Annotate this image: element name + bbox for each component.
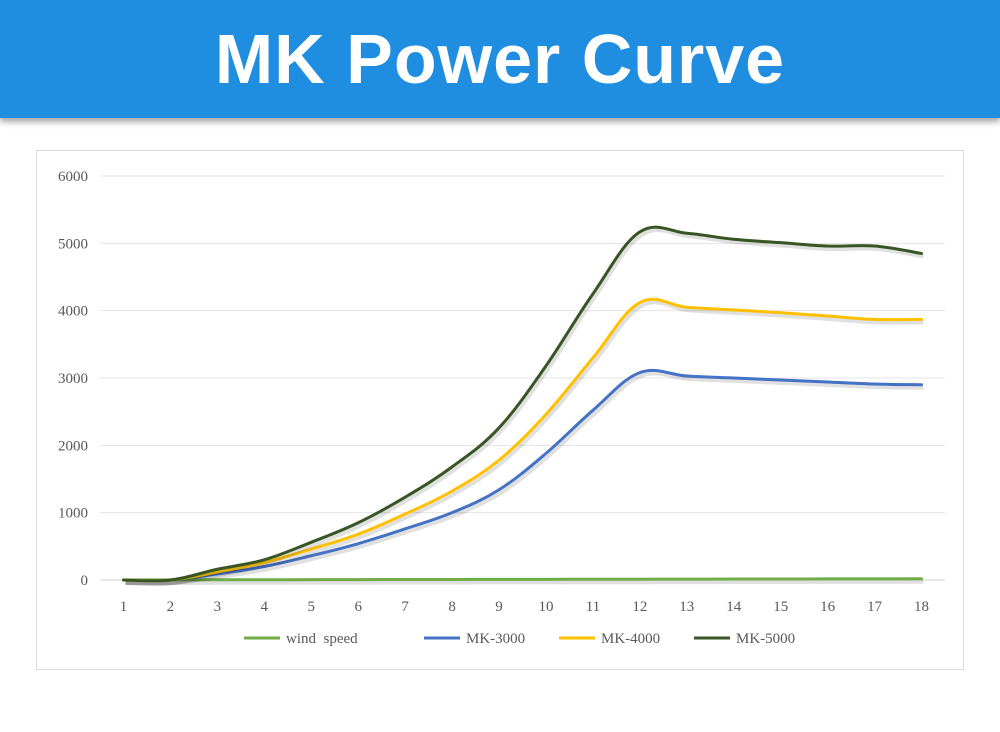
legend-item-mk-4000: MK-4000 [559,631,660,647]
chart-frame: 0 1000 2000 3000 4000 5000 6000 1 2 3 4 5 6 7 8 9 10 11 1… [36,150,964,670]
x-tick-label: 3 [214,599,222,615]
legend-label: MK-5000 [736,631,795,647]
series-shadow-wind-speed [125,579,924,585]
legend-item-wind-speed: wind speed [244,631,358,647]
x-tick-label: 18 [914,599,929,615]
x-tick-label: 10 [538,599,553,615]
title-banner: MK Power Curve [0,0,1000,118]
x-tick-label: 5 [308,599,316,615]
x-tick-label: 15 [773,599,788,615]
series-line-mk-5000 [121,225,924,583]
y-tick-label: 5000 [58,236,88,252]
x-tick-label: 11 [586,599,600,615]
x-tick-label: 7 [401,599,409,615]
y-tick-label: 3000 [58,371,88,387]
series-line-mk-3000 [121,368,924,582]
x-tick-label: 16 [820,599,836,615]
x-tick-label: 17 [867,599,883,615]
series-shadow-mk-5000 [125,228,924,586]
x-tick-label: 12 [632,599,647,615]
y-tick-label: 6000 [58,169,88,185]
x-tick-label: 4 [261,599,269,615]
y-tick-label: 0 [81,573,89,589]
y-tick-label: 4000 [58,304,88,320]
y-tick-label: 1000 [58,506,88,522]
x-tick-label: 14 [726,599,742,615]
legend-item-mk-5000: MK-5000 [694,631,795,647]
y-tick-label: 2000 [58,438,88,454]
x-tick-label: 9 [495,599,503,615]
series-line-mk-4000 [121,297,924,583]
x-tick-label: 13 [679,599,694,615]
x-tick-label: 8 [448,599,456,615]
x-tick-label: 1 [120,599,128,615]
legend-label: wind speed [286,631,358,647]
legend-item-mk-3000: MK-3000 [424,631,525,647]
legend-label: MK-4000 [601,631,660,647]
x-tick-label: 2 [167,599,175,615]
series-shadow-mk-4000 [125,300,924,586]
page-title: MK Power Curve [214,20,786,98]
x-tick-label: 6 [354,599,362,615]
series-line-wind-speed [121,577,924,582]
series-shadow-mk-3000 [125,371,924,586]
legend-label: MK-3000 [466,631,525,647]
